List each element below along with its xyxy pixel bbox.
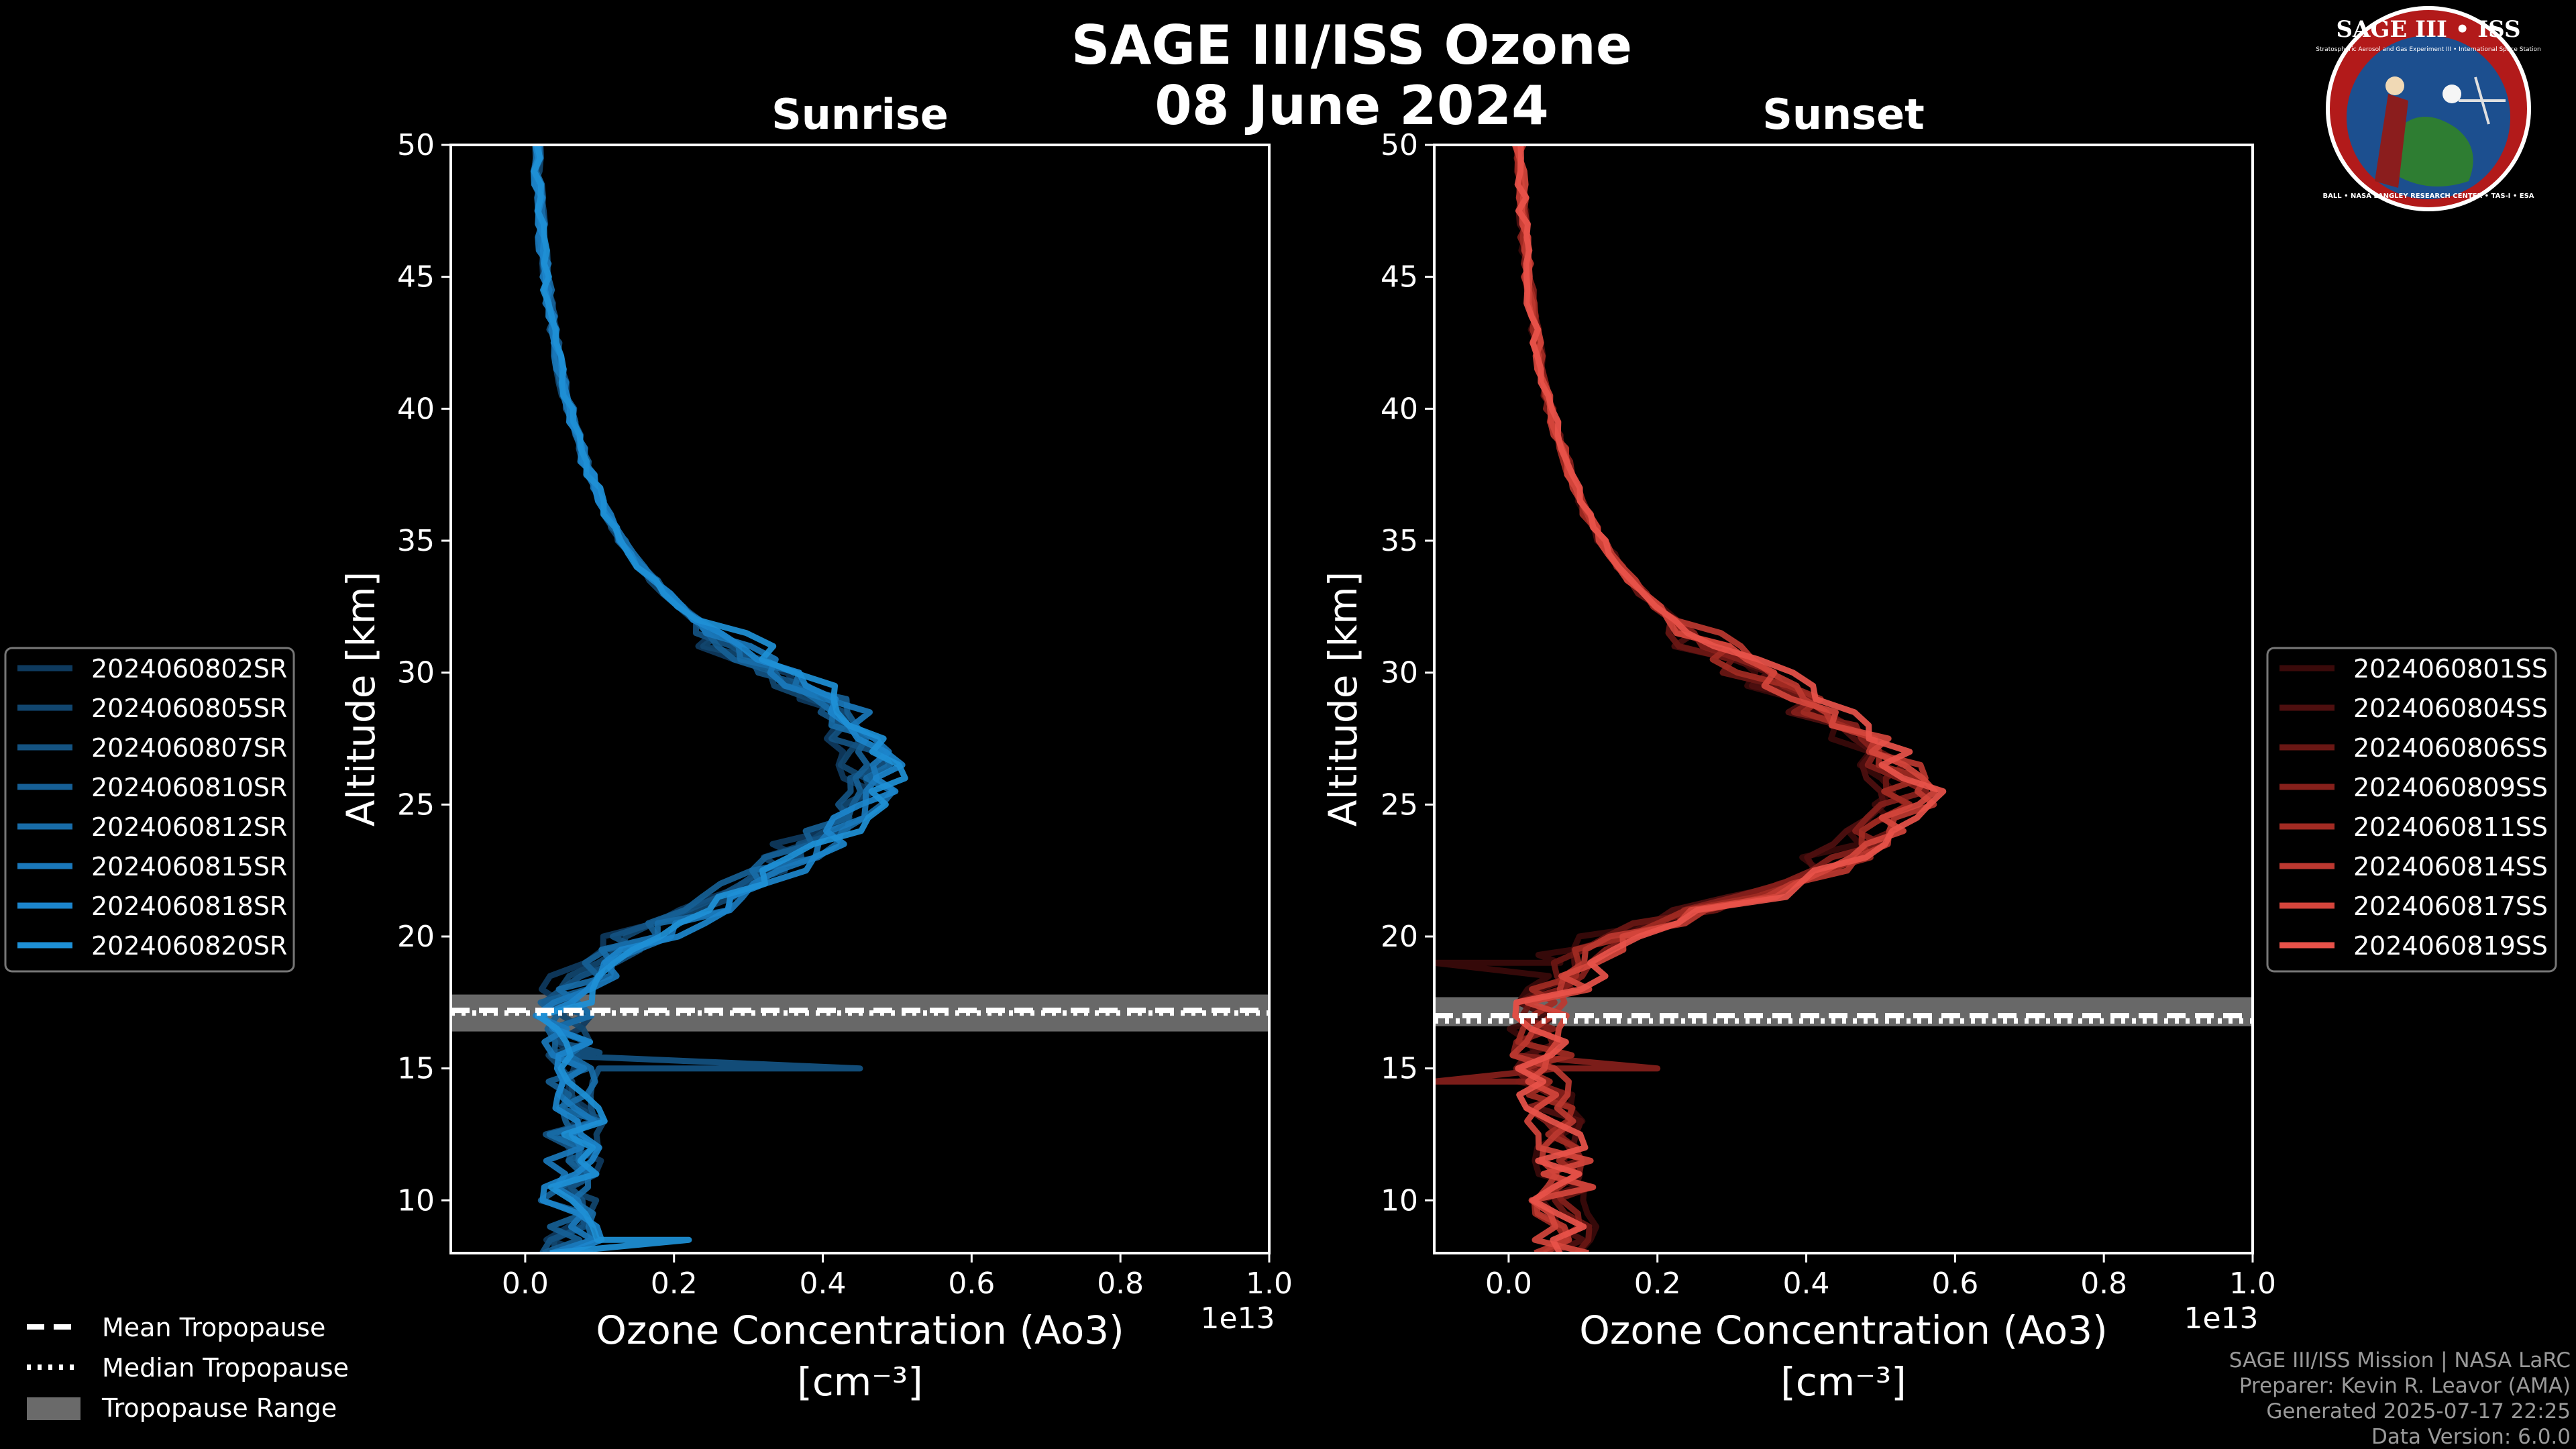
- figure-title: SAGE III/ISS Ozone: [1071, 14, 1632, 76]
- sunset-xtick-label: 0.6: [1931, 1267, 1978, 1301]
- sunset-xtick-label: 0.8: [2080, 1267, 2127, 1301]
- sunset-xtick-label: 0.4: [1783, 1267, 1830, 1301]
- sunrise-legend: 2024060802SR 2024060805SR 2024060807SR 2024…: [4, 647, 295, 973]
- sunset-legend-label: 2024060819SS: [2353, 931, 2548, 961]
- footer-mission: SAGE III/ISS Mission | NASA LaRC: [2229, 1348, 2571, 1373]
- sunrise-y-axis: 10 15 20 25 30 35 40 45 50: [397, 128, 451, 1218]
- median-tropopause-label: Median Tropopause: [102, 1353, 349, 1383]
- sunset-ytick-label: 20: [1381, 920, 1418, 954]
- sunset-xlabel: Ozone Concentration (Ao3): [1579, 1307, 2108, 1353]
- sunrise-legend-label: 2024060807SR: [91, 733, 287, 763]
- sunset-series-2024060814SS: [1509, 145, 1937, 1253]
- sunset-legend-label: 2024060809SS: [2353, 773, 2548, 802]
- sunset-series-2024060806SS: [1513, 145, 1911, 1253]
- sunset-legend-label: 2024060814SS: [2353, 852, 2548, 881]
- sunrise-title: Sunrise: [771, 90, 949, 139]
- sunrise-legend-label: 2024060812SR: [91, 812, 287, 842]
- sunrise-series-group: [530, 145, 908, 1253]
- sunrise-ytick-label: 40: [397, 392, 435, 426]
- footer-preparer: Preparer: Kevin R. Leavor (AMA): [2239, 1374, 2571, 1398]
- mean-tropopause-label: Mean Tropopause: [102, 1313, 325, 1342]
- tropopause-range-swatch: [27, 1397, 80, 1420]
- sunrise-ytick-label: 50: [397, 128, 435, 162]
- sunset-ytick-label: 25: [1381, 788, 1418, 822]
- sunset-ytick-label: 10: [1381, 1183, 1418, 1218]
- sunrise-ylabel: Altitude [km]: [338, 572, 384, 826]
- tropopause-range-label: Tropopause Range: [101, 1393, 337, 1423]
- sunrise-xlabel: Ozone Concentration (Ao3): [596, 1307, 1124, 1353]
- sunset-series-2024060817SS: [1512, 145, 1938, 1253]
- sunrise-legend-label: 2024060818SR: [91, 892, 287, 921]
- sunset-ytick-label: 40: [1381, 392, 1418, 426]
- sunset-plot-frame: [1433, 144, 2254, 1254]
- sunrise-ytick-label: 45: [397, 260, 435, 294]
- sunrise-ytick-label: 30: [397, 656, 435, 690]
- sunset-tropopause-lines: [1434, 1013, 2253, 1024]
- sunset-legend-label: 2024060804SS: [2353, 694, 2548, 723]
- sunrise-xtick-label: 0.8: [1097, 1267, 1144, 1301]
- sunrise-tropopause-lines: [451, 1008, 1269, 1016]
- sunrise-legend-frame: [4, 647, 295, 973]
- sunset-legend-label: 2024060811SS: [2353, 812, 2548, 842]
- sunrise-xlabel-units: [cm⁻³]: [797, 1359, 923, 1405]
- sunset-y-axis: 10 15 20 25 30 35 40 45 50: [1381, 128, 1434, 1218]
- sunset-series-2024060809SS: [1434, 145, 1929, 1253]
- sunset-ytick-label: 35: [1381, 524, 1418, 558]
- sunset-panel: Sunset 0.0 0.2 0.4 0.6 0.8 1.0 10 15 20 25 30 35 40…: [1320, 90, 2276, 1405]
- logo-ring-text: BALL • NASA LANGLEY RESEARCH CENTER • TA…: [2322, 193, 2534, 200]
- sunrise-ytick-label: 20: [397, 920, 435, 954]
- sunset-series-2024060811SS: [1515, 145, 1926, 1253]
- sunrise-x-axis: 0.0 0.2 0.4 0.6 0.8 1.0: [502, 1253, 1293, 1301]
- logo-subtitle: Stratospheric Aerosol and Gas Experiment…: [2316, 46, 2541, 53]
- sunset-legend: 2024060801SS 2024060804SS 2024060806SS 2024…: [2266, 647, 2557, 973]
- sunrise-plot-frame: [449, 144, 1271, 1254]
- sunrise-legend-label: 2024060815SR: [91, 852, 287, 881]
- sunrise-legend-label: 2024060810SR: [91, 773, 287, 802]
- sunset-series-group: [1434, 145, 1947, 1253]
- figure-date: 08 June 2024: [1155, 74, 1549, 137]
- sunset-xtick-label: 0.2: [1634, 1267, 1681, 1301]
- sunrise-x-multiplier: 1e13: [1200, 1301, 1275, 1336]
- sunrise-xtick-label: 0.0: [502, 1267, 549, 1301]
- sunrise-legend-label: 2024060805SR: [91, 694, 287, 723]
- footer-data-version: Data Version: 6.0.0: [2371, 1425, 2571, 1449]
- sunrise-xtick-label: 0.4: [800, 1267, 847, 1301]
- sunrise-legend-label: 2024060802SR: [91, 654, 287, 684]
- sunset-legend-label: 2024060801SS: [2353, 654, 2548, 684]
- sunset-ytick-label: 30: [1381, 656, 1418, 690]
- sunrise-xtick-label: 0.6: [948, 1267, 995, 1301]
- sunrise-xtick-label: 0.2: [651, 1267, 698, 1301]
- sage-mission-patch-icon: SAGE III • ISS Stratospheric Aerosol and…: [2316, 6, 2541, 211]
- sunset-x-multiplier: 1e13: [2184, 1301, 2258, 1336]
- footer-generated: Generated 2025-07-17 22:25: [2266, 1399, 2571, 1424]
- sunrise-xtick-label: 1.0: [1246, 1267, 1293, 1301]
- sunset-series-2024060819SS: [1512, 145, 1947, 1253]
- sunrise-legend-label: 2024060820SR: [91, 931, 287, 961]
- sunrise-ytick-label: 25: [397, 788, 435, 822]
- sunset-ylabel: Altitude [km]: [1320, 572, 1366, 826]
- sunrise-panel: Sunrise 0.0 0.2 0.4 0.6 0.8 1.0 10 15 20 25 30 35 4…: [338, 90, 1293, 1405]
- sunset-title: Sunset: [1762, 90, 1925, 139]
- logo-title: SAGE III • ISS: [2336, 16, 2520, 43]
- tropopause-legend: Mean Tropopause Median Tropopause Tropop…: [27, 1313, 349, 1423]
- sunset-legend-label: 2024060806SS: [2353, 733, 2548, 763]
- sunset-xtick-label: 1.0: [2229, 1267, 2276, 1301]
- sunrise-series-2024060815SR: [531, 145, 892, 1253]
- sunset-ytick-label: 45: [1381, 260, 1418, 294]
- sunrise-ytick-label: 35: [397, 524, 435, 558]
- sunset-series-2024060804SS: [1513, 145, 1887, 1253]
- sunset-ytick-label: 15: [1381, 1052, 1418, 1086]
- footer-credits: SAGE III/ISS Mission | NASA LaRC Prepare…: [2229, 1348, 2571, 1449]
- sunrise-series-2024060820SR: [531, 145, 908, 1253]
- sunrise-ytick-label: 15: [397, 1052, 435, 1086]
- sunset-x-axis: 0.0 0.2 0.4 0.6 0.8 1.0: [1485, 1253, 2276, 1301]
- sunset-legend-frame: [2266, 647, 2557, 973]
- sunrise-ytick-label: 10: [397, 1183, 435, 1218]
- sunset-xlabel-units: [cm⁻³]: [1780, 1359, 1907, 1405]
- sunset-ytick-label: 50: [1381, 128, 1418, 162]
- sunset-xtick-label: 0.0: [1485, 1267, 1532, 1301]
- sunset-legend-label: 2024060817SS: [2353, 892, 2548, 921]
